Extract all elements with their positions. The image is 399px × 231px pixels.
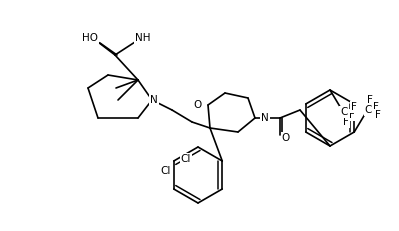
Text: NH: NH	[135, 33, 151, 43]
Text: O: O	[282, 133, 290, 143]
Text: F: F	[375, 110, 381, 120]
Text: O: O	[194, 100, 202, 110]
Text: N: N	[261, 113, 269, 123]
Text: Cl: Cl	[181, 154, 191, 164]
Text: F: F	[373, 102, 379, 112]
Text: F: F	[351, 102, 357, 112]
Text: HO: HO	[82, 33, 98, 43]
Text: F: F	[349, 110, 355, 120]
Text: C: C	[340, 107, 348, 117]
Text: F: F	[343, 117, 349, 127]
Text: Cl: Cl	[160, 166, 171, 176]
Text: F: F	[367, 95, 373, 105]
Text: C: C	[365, 105, 372, 115]
Text: N: N	[150, 95, 158, 105]
